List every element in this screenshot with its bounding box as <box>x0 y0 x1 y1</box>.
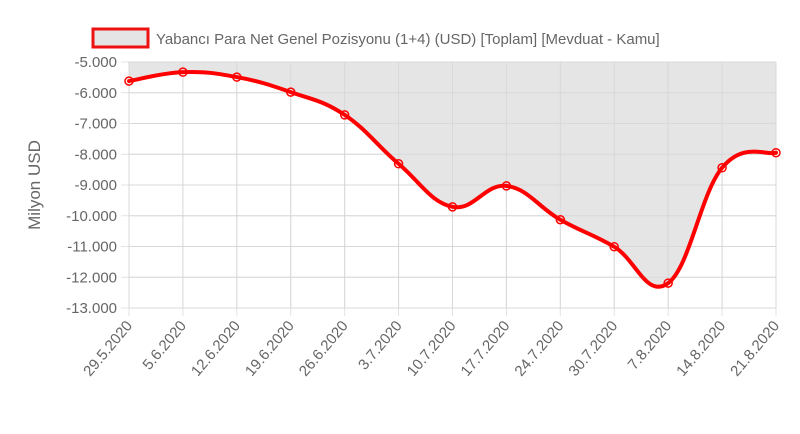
legend-label: Yabancı Para Net Genel Pozisyonu (1+4) (… <box>156 31 660 48</box>
data-point[interactable] <box>393 159 404 169</box>
x-tick-label: 5.6.2020 <box>139 318 190 374</box>
y-tick-label: -10.000 <box>66 208 117 225</box>
y-axis-label: Milyon USD <box>25 140 44 230</box>
x-tick-label: 29.5.2020 <box>80 318 136 380</box>
x-axis: 29.5.2020 5.6.202012.6.202019.6.202026.6.… <box>80 318 783 380</box>
x-tick-label: 7.8.2020 <box>625 318 676 374</box>
y-tick-label: -13.000 <box>66 300 117 317</box>
series-line <box>127 69 778 289</box>
y-tick-label: -6.000 <box>74 85 117 102</box>
legend-swatch <box>91 27 150 49</box>
y-tick-label: -11.000 <box>67 239 117 256</box>
x-tick-label: 26.6.2020 <box>296 318 352 380</box>
data-point[interactable] <box>609 242 619 252</box>
data-point[interactable] <box>663 278 673 288</box>
data-point[interactable] <box>771 147 781 158</box>
data-point[interactable] <box>501 181 512 191</box>
x-tick-label: 12.6.2020 <box>188 318 244 380</box>
data-point[interactable] <box>555 214 566 225</box>
grid-overlay <box>128 61 777 309</box>
y-tick-label: -12.000 <box>66 269 117 286</box>
data-points <box>124 67 781 288</box>
x-tick-label: 17.7.2020 <box>458 318 514 380</box>
data-point[interactable] <box>286 87 296 97</box>
y-tick-label: -5.000 <box>74 54 117 71</box>
x-tick-label: 30.7.2020 <box>565 318 621 380</box>
x-tick-label: 14.8.2020 <box>673 318 729 380</box>
x-tick-label: 10.7.2020 <box>404 318 460 380</box>
x-tick-label: 3.7.2020 <box>355 318 406 374</box>
legend[interactable]: Yabancı Para Net Genel Pozisyonu (1+4) (… <box>91 27 660 49</box>
y-tick-label: -9.000 <box>74 177 117 194</box>
data-point[interactable] <box>178 67 188 77</box>
y-tick-label: -8.000 <box>74 146 117 163</box>
data-point[interactable] <box>447 202 458 212</box>
x-tick-label: 21.8.2020 <box>727 318 783 380</box>
data-point[interactable] <box>717 163 727 173</box>
data-point[interactable] <box>339 110 350 120</box>
data-point[interactable] <box>232 72 242 82</box>
data-point[interactable] <box>124 76 134 86</box>
x-tick-label: 24.7.2020 <box>511 318 567 380</box>
x-tick-label: 19.6.2020 <box>242 318 298 380</box>
y-axis: -5.000 -6.000 -7.000 -8.000 -9.000 -10.000 -11… <box>66 54 117 317</box>
y-tick-label: -7.000 <box>74 116 117 133</box>
